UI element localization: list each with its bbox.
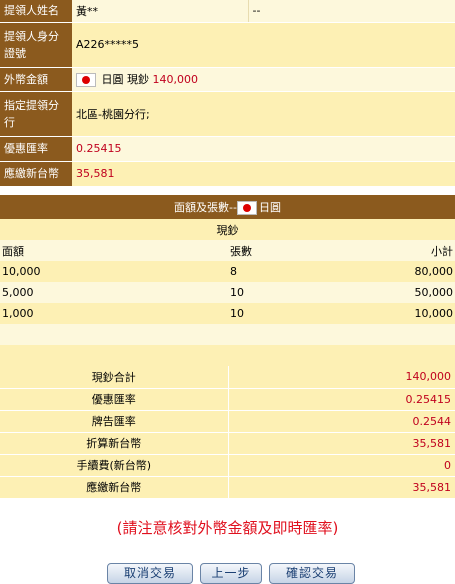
summary-row: 折算新台幣 35,581 xyxy=(0,432,455,455)
summary-label: 折算新台幣 xyxy=(0,432,229,455)
twd-label: 應繳新台幣 xyxy=(0,161,72,187)
branch-label-line1: 指定提領分 xyxy=(4,98,59,112)
summary-row: 牌告匯率 0.2544 xyxy=(0,410,455,433)
twd-value: 35,581 xyxy=(72,161,455,187)
count-cell: 8 xyxy=(230,265,237,278)
transaction-info-table: 提領人姓名 黃** -- 提領人身分 證號 A226*****5 外幣金額 日圓… xyxy=(0,0,455,187)
summary-value: 140,000 xyxy=(228,366,455,389)
cash-subheader: 現鈔 xyxy=(0,219,455,240)
cancel-button[interactable]: 取消交易 xyxy=(107,563,193,584)
id-label-line1: 提領人身分 xyxy=(4,29,59,43)
japan-flag-icon xyxy=(236,201,257,215)
count-cell: 10 xyxy=(230,307,244,320)
summary-value: 0.2544 xyxy=(228,410,455,433)
denomination-header-currency: 日圓 xyxy=(258,201,281,214)
empty-row xyxy=(0,345,455,366)
denomination-header-text: 面額及張數-- xyxy=(174,201,237,214)
name-label: 提領人姓名 xyxy=(0,0,72,23)
summary-row: 手續費(新台幣) 0 xyxy=(0,454,455,477)
count-cell: 10 xyxy=(230,286,244,299)
summary-row: 現鈔合計 140,000 xyxy=(0,366,455,389)
denomination-cell: 1,000 xyxy=(2,307,34,320)
summary-label: 現鈔合計 xyxy=(0,366,229,389)
branch-value: 北區-桃園分行; xyxy=(72,91,455,137)
summary-row: 應繳新台幣 35,581 xyxy=(0,476,455,499)
summary-table: 現鈔合計 140,000 優惠匯率 0.25415 牌告匯率 0.2544 折算… xyxy=(0,366,455,499)
summary-value: 0.25415 xyxy=(228,388,455,411)
empty-row xyxy=(0,324,455,345)
subtotal-cell: 50,000 xyxy=(414,286,454,299)
denomination-cell: 10,000 xyxy=(2,265,41,278)
notice-text: (請注意核對外幣金額及即時匯率) xyxy=(116,519,339,537)
table-row: 5,000 10 50,000 xyxy=(0,282,455,303)
denomination-cell: 5,000 xyxy=(2,286,34,299)
summary-label: 優惠匯率 xyxy=(0,388,229,411)
amount-currency: 日圓 xyxy=(101,73,124,86)
amount-type: 現鈔 xyxy=(127,73,149,86)
name-extra: -- xyxy=(248,0,455,23)
summary-value: 35,581 xyxy=(228,476,455,499)
denomination-table: 面額及張數-- 日圓 現鈔 面額 張數 小計 10,000 8 80,000 5,… xyxy=(0,195,455,366)
subtotal-cell: 80,000 xyxy=(414,265,454,278)
japan-flag-icon xyxy=(76,73,96,87)
summary-label: 手續費(新台幣) xyxy=(0,454,229,477)
summary-label: 應繳新台幣 xyxy=(0,476,229,499)
col-count: 張數 xyxy=(230,244,252,258)
subtotal-cell: 10,000 xyxy=(414,307,454,320)
summary-row: 優惠匯率 0.25415 xyxy=(0,388,455,411)
back-button[interactable]: 上一步 xyxy=(200,563,262,584)
denomination-header: 面額及張數-- 日圓 xyxy=(0,195,455,219)
col-denomination: 面額 xyxy=(2,244,24,258)
col-subtotal: 小計 xyxy=(431,244,453,258)
name-value: 黃** xyxy=(72,0,249,23)
branch-label-line2: 行 xyxy=(4,115,15,129)
rate-value: 0.25415 xyxy=(72,136,455,162)
confirm-button[interactable]: 確認交易 xyxy=(269,563,355,584)
amount-value-cell: 日圓 現鈔 140,000 xyxy=(72,67,455,92)
branch-label: 指定提領分 行 xyxy=(0,91,72,137)
amount-value: 140,000 xyxy=(152,73,199,86)
button-bar: 取消交易 上一步 確認交易 xyxy=(0,563,455,584)
id-label: 提領人身分 證號 xyxy=(0,22,72,68)
summary-value: 35,581 xyxy=(228,432,455,455)
summary-label: 牌告匯率 xyxy=(0,410,229,433)
rate-label: 優惠匯率 xyxy=(0,136,72,162)
id-label-line2: 證號 xyxy=(4,46,26,60)
table-row: 10,000 8 80,000 xyxy=(0,261,455,282)
summary-value: 0 xyxy=(228,454,455,477)
table-row: 1,000 10 10,000 xyxy=(0,303,455,324)
id-value: A226*****5 xyxy=(72,22,455,68)
amount-label: 外幣金額 xyxy=(0,67,72,92)
